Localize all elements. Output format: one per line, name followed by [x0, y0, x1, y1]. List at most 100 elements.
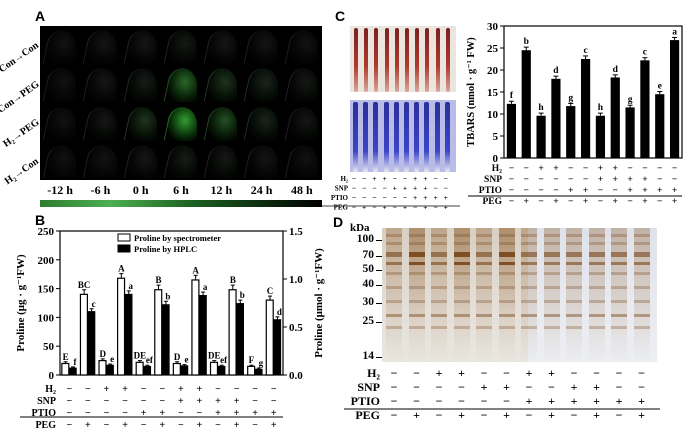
treatment-sign: + — [197, 384, 203, 395]
treatment-sign: + — [159, 408, 165, 419]
significance-label: e — [185, 355, 189, 365]
treatment-sign: + — [526, 394, 533, 408]
protein-band — [498, 314, 515, 317]
panel-d-letter: D — [333, 214, 344, 230]
fluorescence-cell — [80, 26, 120, 64]
treatment-label-SNP: SNP — [484, 175, 502, 185]
treatment-sign: − — [638, 366, 645, 380]
fluorescence-cell — [241, 26, 281, 64]
root-outline — [203, 105, 241, 141]
stained-root-strip — [434, 102, 440, 172]
treatment-sign: − — [509, 197, 514, 207]
protein-band — [498, 252, 515, 257]
protein-band — [453, 234, 470, 237]
bar-spectrometer — [61, 362, 70, 376]
protein-band — [566, 272, 582, 275]
treatment-sign: − — [104, 420, 110, 431]
protein-band — [588, 272, 605, 275]
protein-band — [633, 286, 650, 289]
photo-treatment-sign: − — [372, 184, 376, 193]
legend-swatch-hplc — [117, 244, 131, 253]
protein-band — [453, 300, 470, 303]
root-outline — [123, 105, 160, 141]
significance-label: D — [174, 352, 181, 362]
protein-band — [453, 314, 470, 317]
stained-root-strip — [424, 102, 430, 172]
panel-d-kda-label: kDa — [350, 222, 370, 234]
fluorescence-cell — [160, 64, 201, 102]
root-tip-glow — [207, 145, 238, 179]
y-tick-label-left: 150 — [38, 284, 55, 296]
panel-c-photo-treatment-table: H₂ − − + + − − + + − −SNP − − − − + + + + − −PTIO − − − − − − + + + +P… — [322, 174, 460, 212]
marker-tick — [376, 303, 384, 304]
treatment-label-H2: H₂ — [492, 164, 502, 174]
treatment-label-SNP: SNP — [37, 396, 56, 407]
row-label-0: Con→Con — [0, 40, 42, 76]
y-tick-label: 0 — [493, 153, 499, 165]
root-outline — [244, 67, 281, 102]
row-label-1: Con→PEG — [0, 78, 42, 116]
stained-root-strip — [373, 102, 379, 172]
protein-band — [588, 262, 605, 265]
treatment-label-PEG: PEG — [482, 197, 502, 207]
photo-treatment-label-H2: H₂ — [340, 175, 348, 183]
protein-band — [588, 242, 605, 245]
treatment-sign: − — [593, 366, 600, 380]
significance-label: BC — [78, 280, 91, 290]
fluorescence-cell — [120, 141, 160, 179]
significance-label: B — [230, 275, 236, 285]
y-tick-label-left: 0 — [49, 370, 55, 382]
protein-band — [431, 252, 447, 257]
root-outline — [284, 105, 321, 141]
treatment-sign: − — [66, 384, 72, 395]
treatment-sign: − — [524, 164, 529, 174]
protein-band — [543, 300, 560, 303]
treatment-sign: − — [481, 408, 488, 422]
protein-band — [521, 314, 537, 317]
gel-lane — [408, 228, 425, 362]
bar-hplc — [217, 365, 226, 376]
root-tip-glow — [86, 106, 117, 141]
protein-band — [408, 272, 425, 275]
root-outline — [42, 28, 80, 64]
bar-tbars — [521, 50, 531, 159]
photo-treatment-sign: + — [413, 184, 417, 193]
photo-treatment-label-PTIO: PTIO — [331, 194, 349, 202]
protein-band — [498, 326, 515, 329]
treatment-sign: + — [436, 366, 443, 380]
fluorescence-cell — [201, 103, 241, 141]
bar-tbars — [655, 94, 665, 158]
treatment-sign: − — [85, 384, 91, 395]
protein-band — [521, 326, 537, 329]
stained-root-strip — [363, 102, 369, 172]
treatment-sign: − — [503, 366, 510, 380]
root-tip-glow — [86, 145, 117, 179]
photo-treatment-sign: + — [444, 203, 448, 212]
bar-spectrometer — [191, 279, 200, 376]
bar-hplc — [161, 304, 170, 376]
protein-band — [521, 252, 537, 257]
y-tick-label-left: 50 — [43, 341, 55, 353]
stained-root-strip — [364, 28, 369, 92]
treatment-sign: + — [548, 408, 555, 422]
protein-band — [386, 252, 402, 257]
root-outline — [284, 144, 321, 179]
root-tip-glow — [287, 29, 318, 64]
treatment-sign: + — [583, 186, 588, 196]
photo-treatment-sign: − — [393, 203, 397, 212]
protein-band — [543, 314, 560, 317]
gel-lane — [588, 228, 605, 362]
stained-root-strip — [394, 28, 399, 92]
stained-root-strip — [404, 102, 409, 172]
protein-band — [453, 326, 470, 329]
treatment-sign: − — [509, 186, 514, 196]
treatment-sign: − — [568, 197, 573, 207]
y-tick-label: 30 — [487, 21, 499, 33]
root-outline — [42, 67, 80, 102]
fluorescence-cell — [160, 103, 201, 141]
treatment-sign: − — [553, 186, 558, 196]
root-tip-glow — [247, 29, 278, 64]
gel-lane — [633, 228, 650, 362]
photo-treatment-sign: − — [352, 193, 356, 202]
treatment-sign: + — [271, 420, 277, 431]
